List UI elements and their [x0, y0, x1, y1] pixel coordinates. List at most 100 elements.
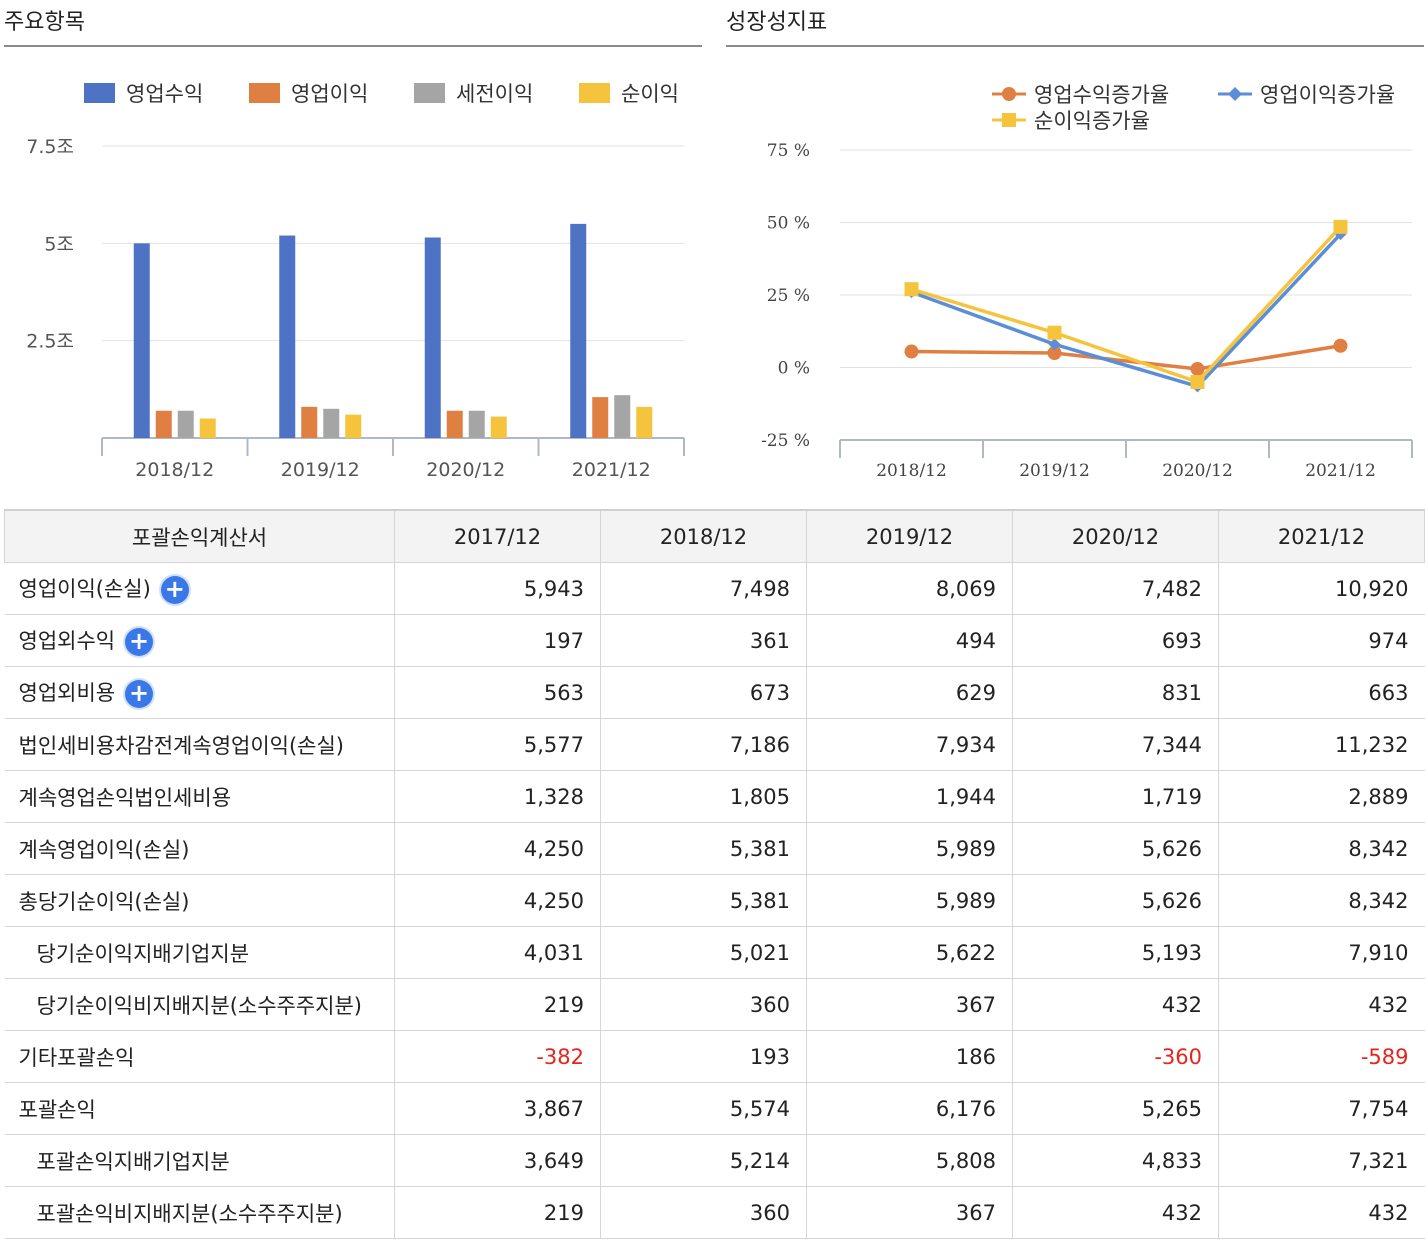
point-1-4: [1333, 338, 1348, 353]
header-year: 2018/12: [600, 509, 807, 563]
table-row: 영업외비용 +563 673 629 831 663: [4, 666, 1425, 719]
value-cell: 5,626: [1012, 822, 1219, 875]
row-label-cell: 총당기순이익(손실): [4, 874, 395, 927]
value-cell: 8,069: [806, 562, 1013, 615]
y-tick-label: 5조: [44, 233, 74, 255]
table-row: 포괄손익지배기업지분 3,649 5,214 5,808 4,833 7,321: [4, 1134, 1425, 1187]
value-cell: 4,833: [1012, 1134, 1219, 1187]
legend-label-2: 영업이익증가율: [1260, 83, 1395, 107]
y-tick-label: 7.5조: [26, 136, 74, 158]
value-cell: 5,808: [806, 1134, 1013, 1187]
row-label-cell: 포괄손익: [4, 1082, 395, 1135]
point-3-3: [1190, 375, 1205, 389]
value-cell: 360: [600, 978, 807, 1031]
table-row: 영업외수익 +197 361 494 693 974: [4, 614, 1425, 667]
table-header-row: 포괄손익계산서 2017/12 2018/12 2019/12 2020/12 2021/…: [4, 509, 1425, 563]
y-tick-label: 75 %: [767, 141, 810, 161]
income-statement-table: 포괄손익계산서 2017/12 2018/12 2019/12 2020/12 2021/…: [4, 509, 1425, 1239]
value-cell: 432: [1012, 978, 1219, 1031]
x-tick-label: 2020/12: [1162, 461, 1233, 481]
bar-1-1: [133, 243, 150, 438]
legend-label-1: 영업수익증가율: [1034, 83, 1169, 107]
value-cell: 5,943: [394, 562, 601, 615]
value-cell: 673: [600, 666, 807, 719]
point-1-1: [904, 344, 919, 359]
point-1-3: [1190, 361, 1205, 376]
row-label-cell: 법인세비용차감전계속영업이익(손실): [4, 718, 395, 771]
value-cell: 629: [806, 666, 1013, 719]
point-3-2: [1047, 325, 1062, 340]
expand-plus-icon[interactable]: +: [125, 680, 154, 708]
table-row: 포괄손익비지배지분(소수주주지분) 219 360 367 432 432: [4, 1186, 1425, 1239]
legend-label-2: 영업이익: [291, 82, 368, 106]
value-cell: 367: [806, 978, 1013, 1031]
row-label: 계속영업손익법인세비용: [18, 785, 232, 810]
value-cell: 5,577: [394, 718, 601, 771]
row-label: 영업이익(손실): [18, 577, 151, 601]
y-tick-label: 0 %: [778, 359, 810, 379]
header-year: 2020/12: [1012, 509, 1219, 563]
value-cell: 494: [806, 614, 1013, 667]
major-items-divider: [4, 45, 702, 47]
legend-label-3: 순이익증가율: [1034, 109, 1150, 133]
bar-3-4: [614, 395, 631, 438]
value-cell: 3,867: [394, 1082, 601, 1135]
expand-plus-icon[interactable]: +: [125, 628, 154, 656]
bar-3-1: [177, 410, 194, 438]
growth-indicators-panel: 성장성지표 영업수익증가율 영업이익증가율 순이익증가율 -25 % 0 % 25 % 50…: [726, 0, 1424, 500]
x-tick-label: 2018/12: [876, 461, 947, 481]
value-cell: 5,989: [806, 874, 1013, 927]
row-label-cell: 기타포괄손익: [4, 1030, 395, 1083]
value-cell: 2,889: [1218, 770, 1425, 823]
legend-label-3: 세전이익: [456, 82, 533, 106]
row-label: 영업외수익: [18, 629, 116, 653]
value-cell: 5,265: [1012, 1082, 1219, 1135]
value-cell: 10,920: [1218, 562, 1425, 615]
bar-3-3: [468, 410, 485, 438]
value-cell: 693: [1012, 614, 1219, 667]
value-cell: 219: [394, 978, 601, 1031]
row-label: 기타포괄손익: [18, 1045, 135, 1070]
value-cell: 7,934: [806, 718, 1013, 771]
table-row: 법인세비용차감전계속영업이익(손실) 5,577 7,186 7,934 7,344 11…: [4, 718, 1425, 771]
value-cell: 432: [1218, 1186, 1425, 1239]
value-cell: 7,344: [1012, 718, 1219, 771]
x-tick-label: 2019/12: [1019, 461, 1090, 481]
value-cell: 5,214: [600, 1134, 807, 1187]
point-3-1: [904, 282, 919, 297]
x-tick-label: 2020/12: [426, 459, 505, 481]
row-label-cell: 계속영업손익법인세비용: [4, 770, 395, 823]
value-cell: -382: [394, 1030, 601, 1083]
value-cell: 8,342: [1218, 874, 1425, 927]
value-cell: 367: [806, 1186, 1013, 1239]
row-label: 당기순이익지배기업지분: [36, 941, 250, 966]
value-cell: 11,232: [1218, 718, 1425, 771]
table-row: 계속영업이익(손실) 4,250 5,381 5,989 5,626 8,342: [4, 822, 1425, 875]
value-cell: 5,193: [1012, 926, 1219, 979]
value-cell: 432: [1218, 978, 1425, 1031]
row-label: 법인세비용차감전계속영업이익(손실): [18, 733, 345, 758]
row-label: 계속영업이익(손실): [18, 837, 190, 862]
row-label-cell: 영업이익(손실) +: [4, 562, 395, 615]
legend-swatch-2: [249, 83, 280, 103]
row-label: 당기순이익비지배지분(소수주주지분): [36, 993, 363, 1018]
value-cell: 1,944: [806, 770, 1013, 823]
growth-indicators-title: 성장성지표: [726, 10, 828, 35]
value-cell: 4,250: [394, 874, 601, 927]
table-row: 총당기순이익(손실) 4,250 5,381 5,989 5,626 8,342: [4, 874, 1425, 927]
value-cell: 563: [394, 666, 601, 719]
expand-plus-icon[interactable]: +: [160, 576, 189, 604]
header-year: 2019/12: [806, 509, 1013, 563]
value-cell: 1,719: [1012, 770, 1219, 823]
x-tick-label: 2021/12: [572, 459, 651, 481]
row-label-cell: 영업외비용 +: [4, 666, 395, 719]
legend-swatch-4: [579, 83, 610, 103]
value-cell: 5,626: [1012, 874, 1219, 927]
table-row: 기타포괄손익 -382 193 186 -360 -589: [4, 1030, 1425, 1083]
value-cell: 7,321: [1218, 1134, 1425, 1187]
row-label-cell: 영업외수익 +: [4, 614, 395, 667]
value-cell: 5,381: [600, 822, 807, 875]
legend-label-1: 영업수익: [126, 82, 203, 106]
value-cell: 974: [1218, 614, 1425, 667]
value-cell: 3,649: [394, 1134, 601, 1187]
